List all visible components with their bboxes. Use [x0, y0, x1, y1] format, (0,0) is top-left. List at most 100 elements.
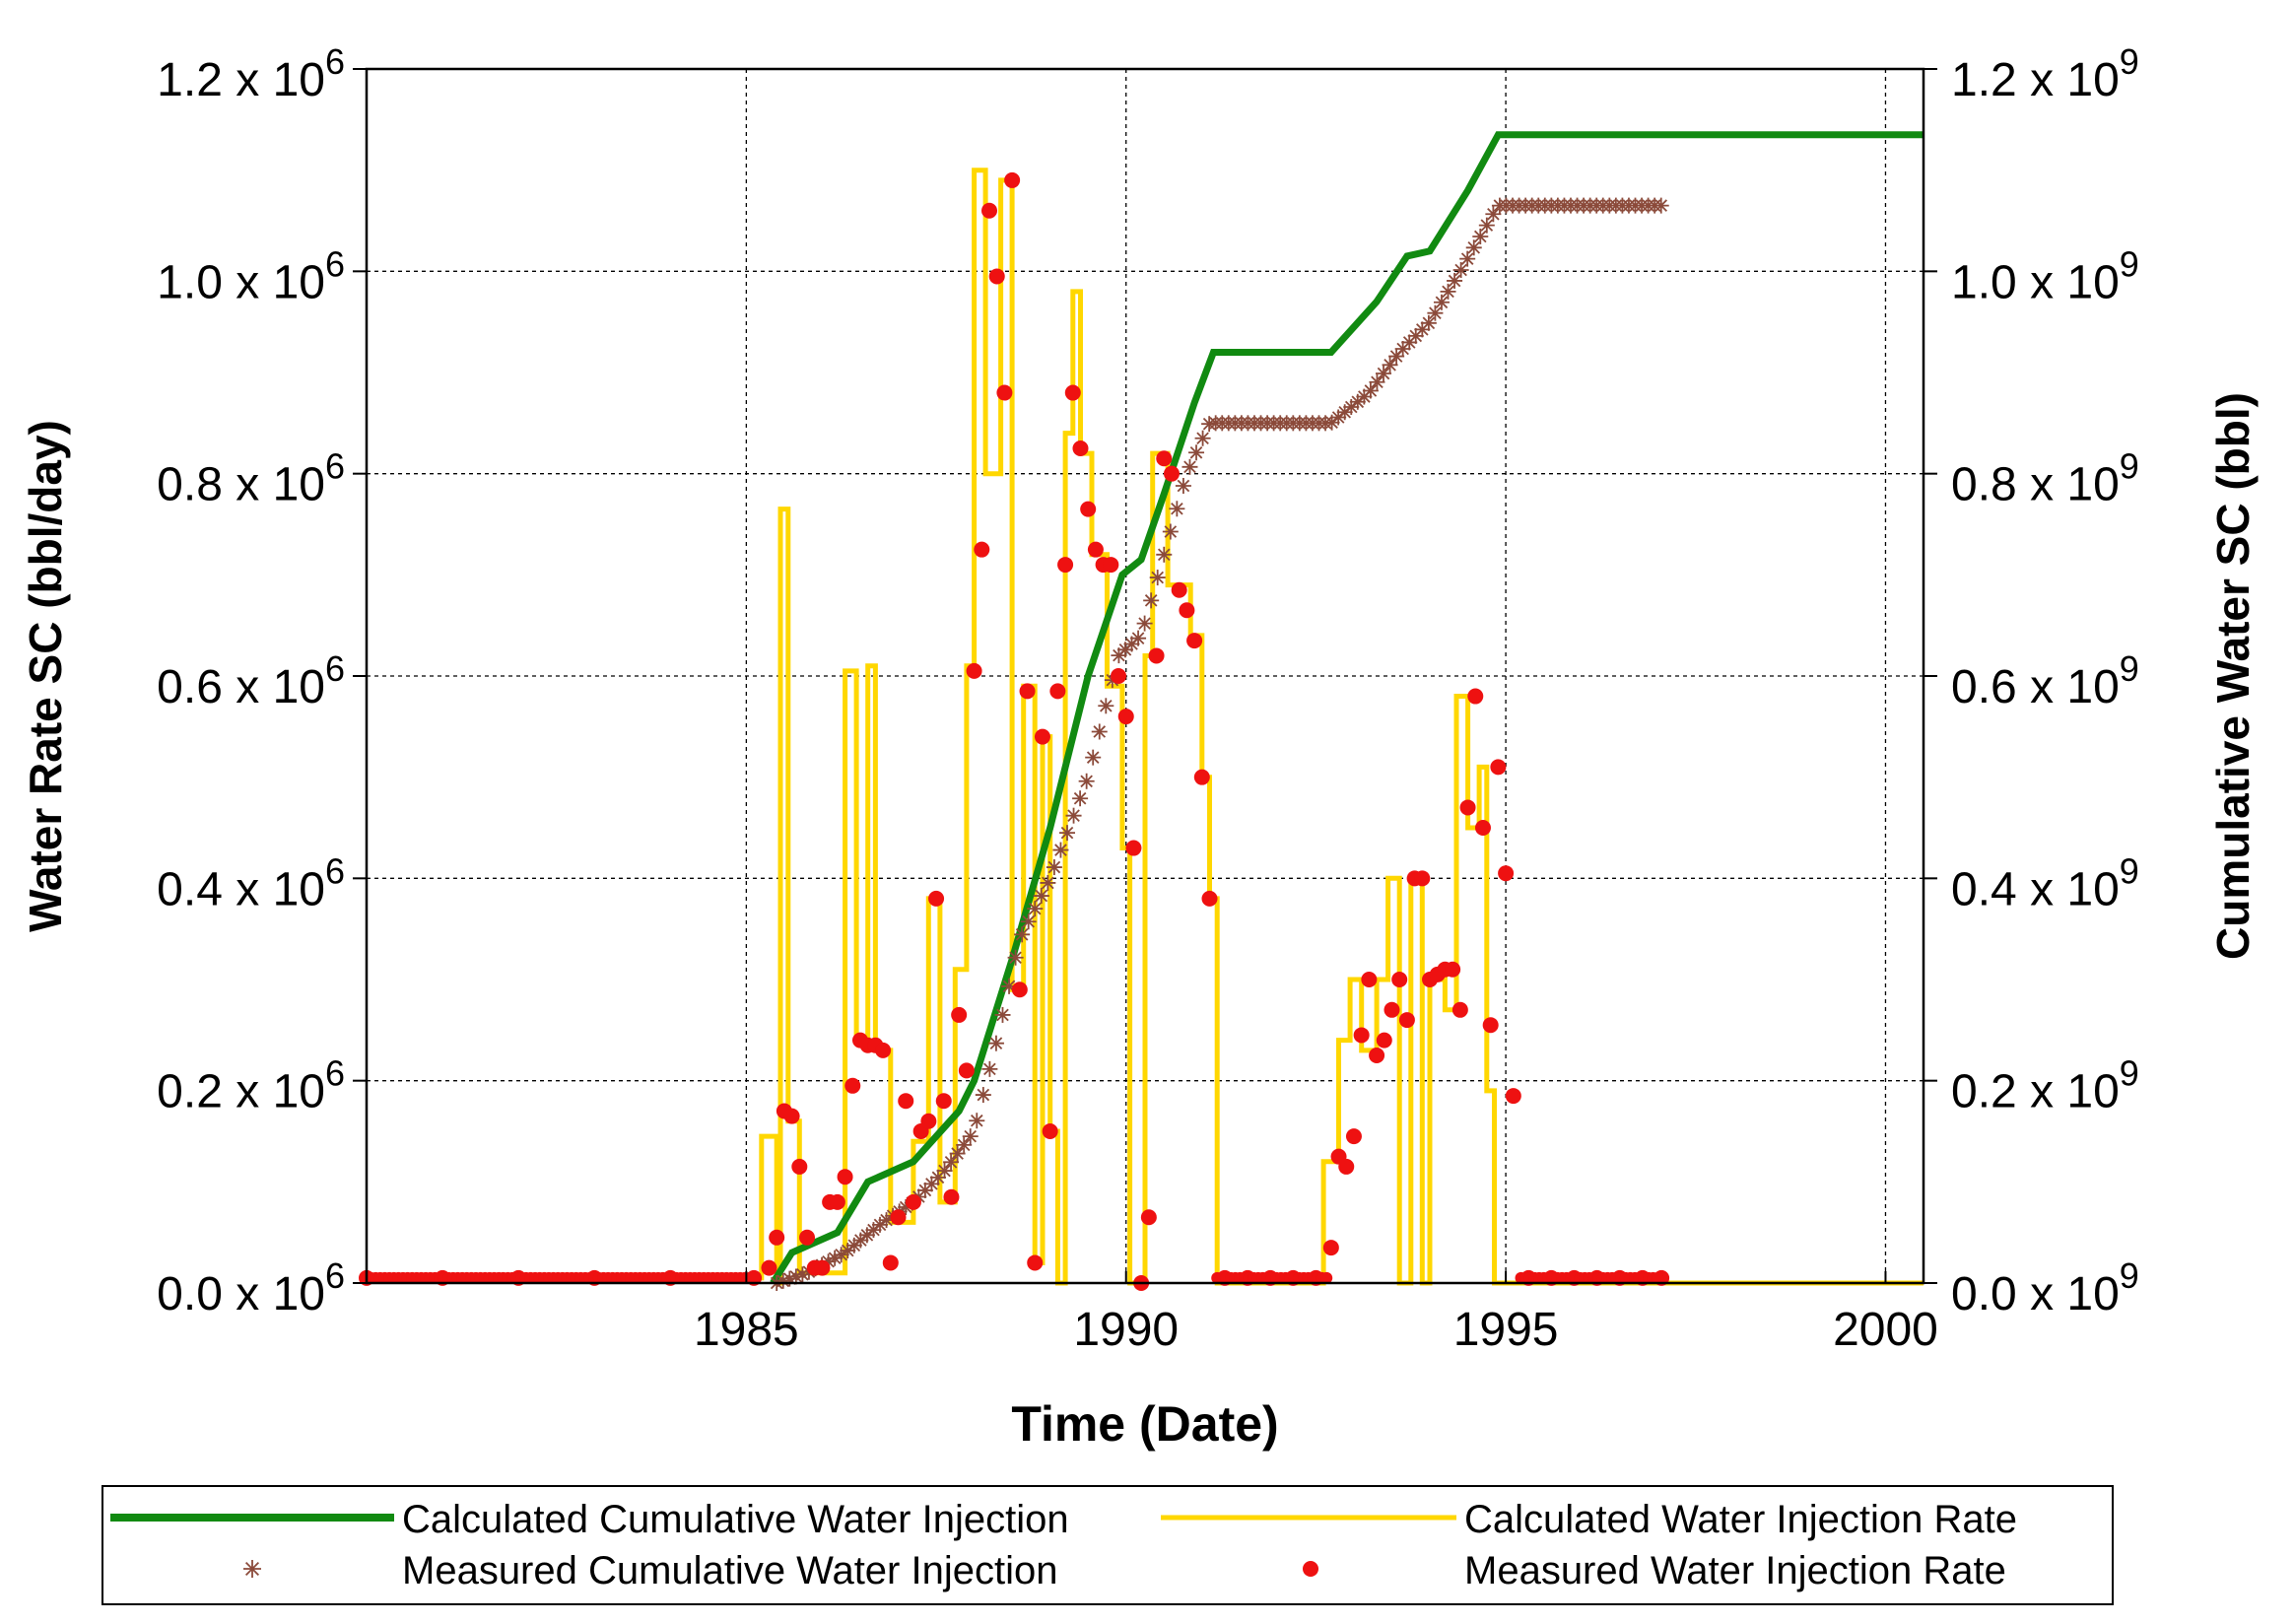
x-tick-label: 1990 — [1073, 1304, 1179, 1356]
meas-rate-marker — [1072, 440, 1089, 456]
meas-cum-marker — [981, 1060, 998, 1077]
meas-rate-marker — [928, 890, 945, 907]
meas-rate-marker — [748, 1271, 761, 1284]
meas-rate-marker — [1467, 688, 1484, 705]
meas-cum-marker — [1452, 261, 1469, 278]
meas-cum-marker-stroke — [1002, 980, 1016, 993]
meas-cum-marker — [1653, 197, 1669, 214]
legend: Calculated Cumulative Water Injection Cal… — [101, 1485, 2114, 1605]
meas-cum-marker — [1130, 630, 1147, 646]
meas-rate-marker — [1163, 465, 1180, 482]
meas-cum-marker-stroke — [1144, 594, 1158, 607]
meas-cum-marker-stroke — [1086, 751, 1100, 764]
meas-cum-marker-stroke — [1467, 241, 1481, 254]
y-right-tick-exponent: 9 — [2120, 446, 2139, 487]
meas-rate-marker — [1498, 865, 1515, 882]
meas-rate-marker — [783, 1108, 800, 1124]
meas-rate-marker — [799, 1229, 816, 1246]
meas-rate-marker — [1490, 759, 1507, 776]
meas-rate-marker — [988, 268, 1005, 285]
meas-rate-marker — [791, 1158, 808, 1175]
meas-rate-marker — [1080, 501, 1097, 517]
meas-rate-marker — [829, 1193, 845, 1210]
meas-cum-marker — [975, 1087, 991, 1104]
meas-rate-marker — [769, 1229, 785, 1246]
meas_rate-markers — [359, 171, 1670, 1291]
meas-rate-marker — [1345, 1128, 1362, 1145]
meas-cum-marker-stroke — [1060, 826, 1074, 840]
meas-cum-marker-stroke — [1654, 199, 1668, 212]
meas-cum-marker — [1085, 749, 1102, 766]
calc_cum-line — [770, 131, 1924, 1285]
y-left-tick-exponent: 6 — [325, 243, 345, 284]
meas-rate-marker — [1322, 1240, 1339, 1256]
meas-rate-marker — [1125, 840, 1142, 856]
meas-cum-marker-stroke — [1473, 230, 1487, 243]
meas-cum-marker-stroke — [873, 1218, 887, 1232]
meas-cum-marker-stroke — [1331, 411, 1345, 424]
meas-cum-marker — [1433, 294, 1450, 310]
meas-cum-marker — [1007, 949, 1024, 966]
meas-cum-marker — [1465, 239, 1482, 256]
meas-cum-marker-stroke — [1151, 571, 1165, 584]
meas-cum-marker-stroke — [1448, 274, 1461, 288]
legend-label-meas-rate: Measured Water Injection Rate — [1464, 1549, 2006, 1592]
meas-rate-marker — [1320, 1271, 1333, 1284]
legend-swatch-meas-cum-stroke — [244, 1561, 260, 1577]
meas-rate-marker — [1451, 1001, 1468, 1018]
x-tick-label: 2000 — [1833, 1304, 1938, 1356]
meas-cum-marker-stroke — [1422, 316, 1436, 330]
meas-cum-marker-stroke — [1325, 416, 1338, 430]
meas-cum-marker-stroke — [796, 1267, 809, 1281]
meas-cum-marker-stroke — [951, 1147, 964, 1160]
meas-cum-marker — [943, 1154, 960, 1171]
meas-rate-marker — [1193, 769, 1210, 785]
meas-cum-marker-stroke — [1480, 219, 1494, 232]
meas-cum-marker — [1027, 901, 1044, 917]
y-right-tick-exponent: 9 — [2120, 648, 2139, 689]
meas-cum-marker-stroke — [1138, 617, 1151, 630]
y-left-tick-label: 0.0 x 106 — [157, 1255, 345, 1320]
y-left-tick-label: 1.0 x 106 — [157, 243, 345, 308]
meas-cum-marker-stroke — [1177, 479, 1190, 493]
meas-rate-marker — [966, 662, 982, 679]
legend-label-calc-cum: Calculated Cumulative Water Injection — [402, 1498, 1069, 1541]
legend-frame — [101, 1485, 2114, 1605]
meas-rate-marker — [1087, 541, 1104, 558]
y-left-tick-exponent: 6 — [325, 648, 345, 689]
meas-cum-marker — [1078, 773, 1095, 789]
meas-cum-marker — [1188, 444, 1205, 461]
meas-rate-marker — [1140, 1209, 1157, 1226]
y-right-axis-label: Cumulative Water SC (bbl) — [2207, 392, 2259, 960]
meas-rate-marker — [875, 1042, 892, 1058]
meas-cum-marker-stroke — [1009, 951, 1022, 965]
meas-cum-marker-stroke — [1460, 252, 1474, 265]
meas-cum-marker — [962, 1128, 979, 1145]
meas-cum-marker-stroke — [847, 1239, 861, 1252]
meas-rate-marker — [1156, 450, 1173, 467]
meas-rate-marker — [1103, 557, 1119, 574]
y-left-tick-label: 1.2 x 106 — [157, 41, 345, 106]
meas-rate-marker — [1111, 668, 1127, 684]
y-left-tick-exponent: 6 — [325, 1255, 345, 1296]
meas-rate-marker — [898, 1093, 914, 1110]
meas-cum-marker-stroke — [1338, 405, 1351, 419]
meas-cum-marker-stroke — [1157, 548, 1171, 562]
meas-rate-marker — [996, 384, 1013, 401]
meas-cum-marker-stroke — [1131, 632, 1145, 644]
y-right-tick-exponent: 9 — [2120, 243, 2139, 284]
meas-cum-marker — [1091, 723, 1108, 740]
meas-cum-marker — [1020, 914, 1037, 930]
meas-cum-marker-stroke — [1442, 285, 1454, 299]
meas-cum-marker — [1052, 842, 1069, 858]
meas-cum-marker — [949, 1145, 966, 1162]
meas-cum-marker — [1407, 327, 1424, 344]
x-tick-label: 1995 — [1453, 1304, 1559, 1356]
y-left-tick-exponent: 6 — [325, 850, 345, 891]
meas-cum-marker — [1014, 926, 1031, 943]
meas-rate-marker — [958, 1062, 975, 1079]
meas-rate-marker — [1459, 799, 1476, 816]
x-tick-label: 1985 — [694, 1304, 799, 1356]
meas-rate-marker — [974, 541, 990, 558]
meas-cum-marker — [1440, 283, 1456, 300]
